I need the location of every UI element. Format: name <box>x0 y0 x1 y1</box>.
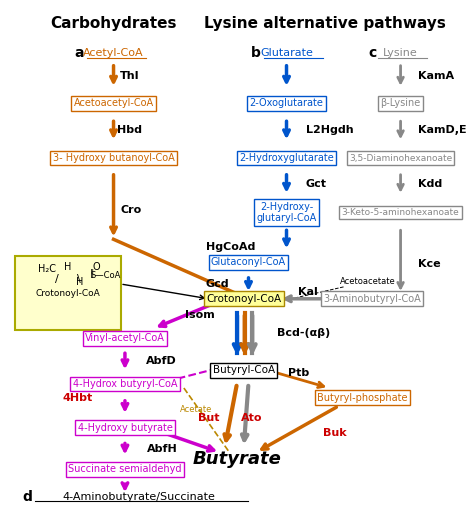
Text: Gct: Gct <box>306 179 327 189</box>
Text: Hbd: Hbd <box>117 125 142 135</box>
Text: But: But <box>198 413 219 423</box>
Text: HgCoAd: HgCoAd <box>206 242 255 252</box>
Text: Ato: Ato <box>241 413 262 423</box>
Text: Succinate semialdehyd: Succinate semialdehyd <box>68 464 182 475</box>
Text: 3-Keto-5-aminohexanoate: 3-Keto-5-aminohexanoate <box>342 208 459 217</box>
Text: 3- Hydroxy butanoyl-CoA: 3- Hydroxy butanoyl-CoA <box>53 153 174 163</box>
Text: Vinyl-acetyl-CoA: Vinyl-acetyl-CoA <box>85 334 165 343</box>
Text: Crotonoyl-CoA: Crotonoyl-CoA <box>206 294 281 304</box>
Text: Isom: Isom <box>185 310 215 319</box>
Text: Glutarate: Glutarate <box>260 48 313 58</box>
Text: Bcd-(αβ): Bcd-(αβ) <box>277 329 330 339</box>
Text: 4-Hydroxy butyrate: 4-Hydroxy butyrate <box>78 423 173 432</box>
Text: Buk: Buk <box>323 427 346 438</box>
Text: Kal: Kal <box>299 287 318 297</box>
Text: O: O <box>92 262 100 272</box>
Text: KamA: KamA <box>418 71 454 81</box>
Text: 3-Aminobutyryl-CoA: 3-Aminobutyryl-CoA <box>323 294 421 304</box>
FancyBboxPatch shape <box>15 256 121 330</box>
Text: Gcd: Gcd <box>206 279 229 289</box>
Text: c: c <box>368 46 376 60</box>
Text: 3,5-Diaminohexanoate: 3,5-Diaminohexanoate <box>349 154 452 163</box>
Text: H: H <box>64 262 72 272</box>
Text: Butyrate: Butyrate <box>192 450 282 468</box>
Text: Acetoacetate: Acetoacetate <box>340 277 395 286</box>
Text: 4Hbt: 4Hbt <box>62 393 92 403</box>
Text: 4-Hydrox butyryl-CoA: 4-Hydrox butyryl-CoA <box>73 379 177 389</box>
Text: d: d <box>22 490 32 504</box>
Text: Acetate: Acetate <box>180 405 212 414</box>
Text: S—CoA: S—CoA <box>91 271 121 279</box>
Text: Lysine alternative pathways: Lysine alternative pathways <box>204 16 446 31</box>
Text: ‖: ‖ <box>90 269 94 277</box>
Text: β-Lysine: β-Lysine <box>381 98 421 108</box>
Text: KamD,E: KamD,E <box>418 125 466 135</box>
Text: Butyryl-phosphate: Butyryl-phosphate <box>317 393 408 403</box>
Text: Acetoacetyl-CoA: Acetoacetyl-CoA <box>73 98 154 108</box>
Text: AbfH: AbfH <box>147 445 178 454</box>
Text: Butyryl-CoA: Butyryl-CoA <box>213 365 275 375</box>
Text: a: a <box>74 46 84 60</box>
Text: Lysine: Lysine <box>383 48 418 58</box>
Text: Crotonoyl-CoA: Crotonoyl-CoA <box>36 289 100 298</box>
Text: Ptb: Ptb <box>288 368 310 378</box>
Text: Carbohydrates: Carbohydrates <box>50 16 177 31</box>
Text: L2Hgdh: L2Hgdh <box>306 125 353 135</box>
Text: /: / <box>55 274 58 284</box>
Text: H: H <box>76 277 83 287</box>
Text: Kdd: Kdd <box>418 179 442 189</box>
Text: 4-Aminobutyrate/Succinate: 4-Aminobutyrate/Succinate <box>63 492 216 502</box>
Text: Glutaconyl-CoA: Glutaconyl-CoA <box>211 257 286 267</box>
Text: Kce: Kce <box>418 259 440 269</box>
Text: \: \ <box>77 274 81 284</box>
Text: ThI: ThI <box>120 71 139 81</box>
Text: AbfD: AbfD <box>146 356 177 366</box>
Text: 2-Oxoglutarate: 2-Oxoglutarate <box>250 98 323 108</box>
Text: Acetyl-CoA: Acetyl-CoA <box>83 48 144 58</box>
Text: 2-Hydroxy-
glutaryl-CoA: 2-Hydroxy- glutaryl-CoA <box>256 202 317 224</box>
Text: H₂C: H₂C <box>38 264 56 274</box>
Text: 2-Hydroxyglutarate: 2-Hydroxyglutarate <box>239 153 334 163</box>
Text: Cro: Cro <box>121 204 142 214</box>
Text: b: b <box>251 46 261 60</box>
